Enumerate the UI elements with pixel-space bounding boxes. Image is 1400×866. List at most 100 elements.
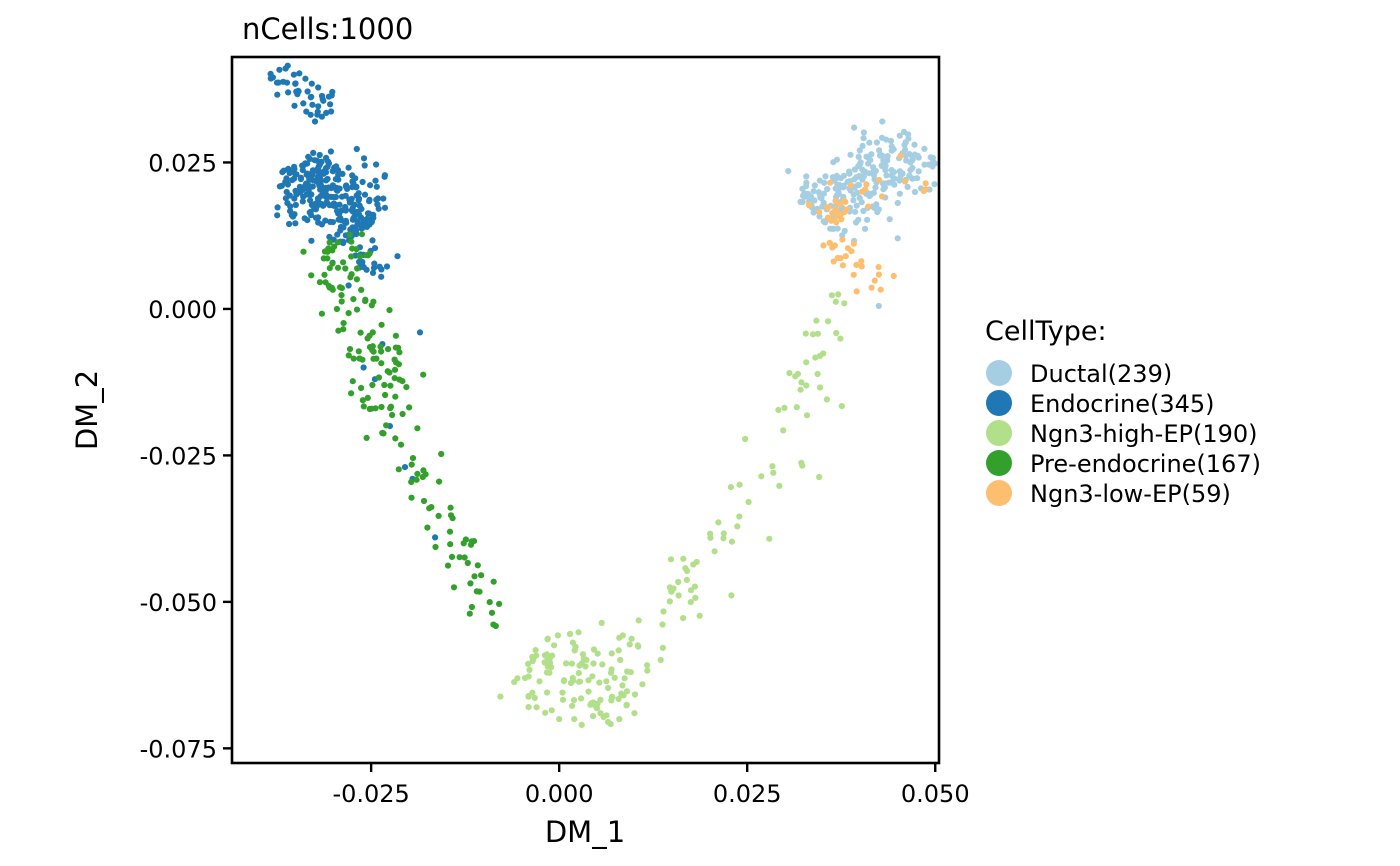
- point-2-27: [563, 660, 570, 667]
- point-3-104: [369, 381, 376, 389]
- point-3-161: [468, 538, 475, 545]
- point-4-26: [841, 197, 848, 204]
- point-3-165: [389, 411, 396, 419]
- point-3-124: [363, 434, 370, 441]
- point-1-9: [280, 78, 287, 85]
- point-1-41: [315, 103, 322, 110]
- point-0-143: [909, 175, 916, 182]
- point-1-294: [283, 177, 290, 184]
- point-1-38: [295, 87, 302, 94]
- point-1-243: [308, 201, 315, 209]
- point-2-140: [758, 473, 765, 480]
- point-2-167: [828, 292, 836, 299]
- point-0-151: [803, 179, 810, 186]
- point-3-68: [338, 292, 345, 299]
- point-0-215: [856, 147, 863, 154]
- point-3-31: [329, 260, 336, 267]
- point-1-289: [316, 170, 323, 177]
- point-2-193: [597, 710, 604, 717]
- point-2-76: [570, 697, 578, 704]
- point-3-112: [478, 572, 485, 579]
- point-0-98: [860, 135, 867, 142]
- point-0-107: [822, 173, 829, 180]
- point-0-154: [874, 209, 881, 216]
- point-3-135: [399, 410, 406, 418]
- point-1-344: [345, 282, 352, 289]
- point-0-170: [882, 180, 889, 187]
- point-0-227: [847, 151, 854, 158]
- point-3-96: [338, 298, 345, 305]
- point-2-155: [635, 617, 642, 624]
- point-2-50: [575, 629, 582, 636]
- point-0-12: [894, 199, 901, 207]
- point-1-81: [309, 183, 316, 190]
- point-2-39: [603, 678, 610, 685]
- point-3-59: [353, 246, 360, 253]
- point-2-115: [692, 594, 699, 602]
- point-2-178: [792, 373, 799, 380]
- point-1-300: [322, 177, 330, 184]
- point-0-66: [853, 219, 860, 226]
- point-0-157: [816, 177, 823, 184]
- point-0-161: [818, 195, 825, 202]
- point-3-156: [460, 540, 467, 547]
- point-0-224: [859, 176, 866, 183]
- point-4-44: [842, 253, 849, 260]
- point-2-180: [803, 359, 810, 366]
- point-0-132: [878, 134, 886, 141]
- point-3-92: [354, 265, 361, 272]
- point-2-184: [812, 354, 819, 361]
- point-4-54: [875, 271, 883, 278]
- point-3-132: [466, 610, 473, 617]
- point-3-77: [320, 255, 327, 262]
- point-1-269: [291, 211, 298, 218]
- point-2-41: [575, 670, 582, 677]
- point-2-22: [644, 662, 651, 669]
- point-1-334: [376, 263, 383, 270]
- point-0-144: [834, 225, 841, 232]
- point-2-198: [616, 716, 623, 723]
- point-3-72: [393, 359, 400, 366]
- point-1-88: [292, 220, 299, 227]
- point-3-149: [408, 494, 415, 501]
- point-3-111: [490, 578, 497, 585]
- point-2-53: [525, 693, 532, 700]
- point-2-141: [711, 548, 718, 555]
- point-2-105: [599, 661, 606, 668]
- point-3-118: [413, 476, 420, 483]
- point-0-75: [819, 203, 826, 210]
- point-1-150: [335, 216, 342, 223]
- point-1-303: [361, 191, 369, 198]
- point-1-44: [328, 92, 335, 99]
- point-0-56: [803, 173, 810, 180]
- point-1-23: [311, 118, 319, 125]
- point-4-14: [897, 152, 904, 159]
- point-3-19: [378, 348, 385, 355]
- point-1-232: [301, 215, 308, 222]
- point-1-272: [306, 176, 313, 183]
- point-1-315: [369, 237, 376, 244]
- point-2-92: [620, 692, 627, 699]
- point-2-44: [623, 702, 630, 709]
- point-2-64: [615, 647, 622, 654]
- point-2-197: [533, 704, 540, 711]
- point-3-53: [345, 310, 352, 317]
- point-2-149: [667, 556, 675, 563]
- point-0-121: [851, 166, 859, 173]
- point-2-66: [529, 657, 536, 665]
- point-2-101: [543, 651, 551, 658]
- point-2-33: [536, 678, 543, 685]
- point-2-122: [660, 608, 667, 615]
- point-2-107: [590, 699, 597, 706]
- point-3-145: [468, 603, 475, 611]
- point-3-103: [386, 369, 393, 376]
- point-2-54: [548, 664, 555, 671]
- x-tick-label-1: 0.000: [525, 780, 594, 808]
- point-3-81: [340, 259, 347, 266]
- point-3-155: [461, 554, 468, 561]
- point-1-223: [287, 203, 294, 210]
- point-1-343: [360, 364, 367, 371]
- point-2-135: [707, 530, 714, 537]
- point-3-109: [325, 245, 332, 252]
- point-1-326: [337, 227, 344, 234]
